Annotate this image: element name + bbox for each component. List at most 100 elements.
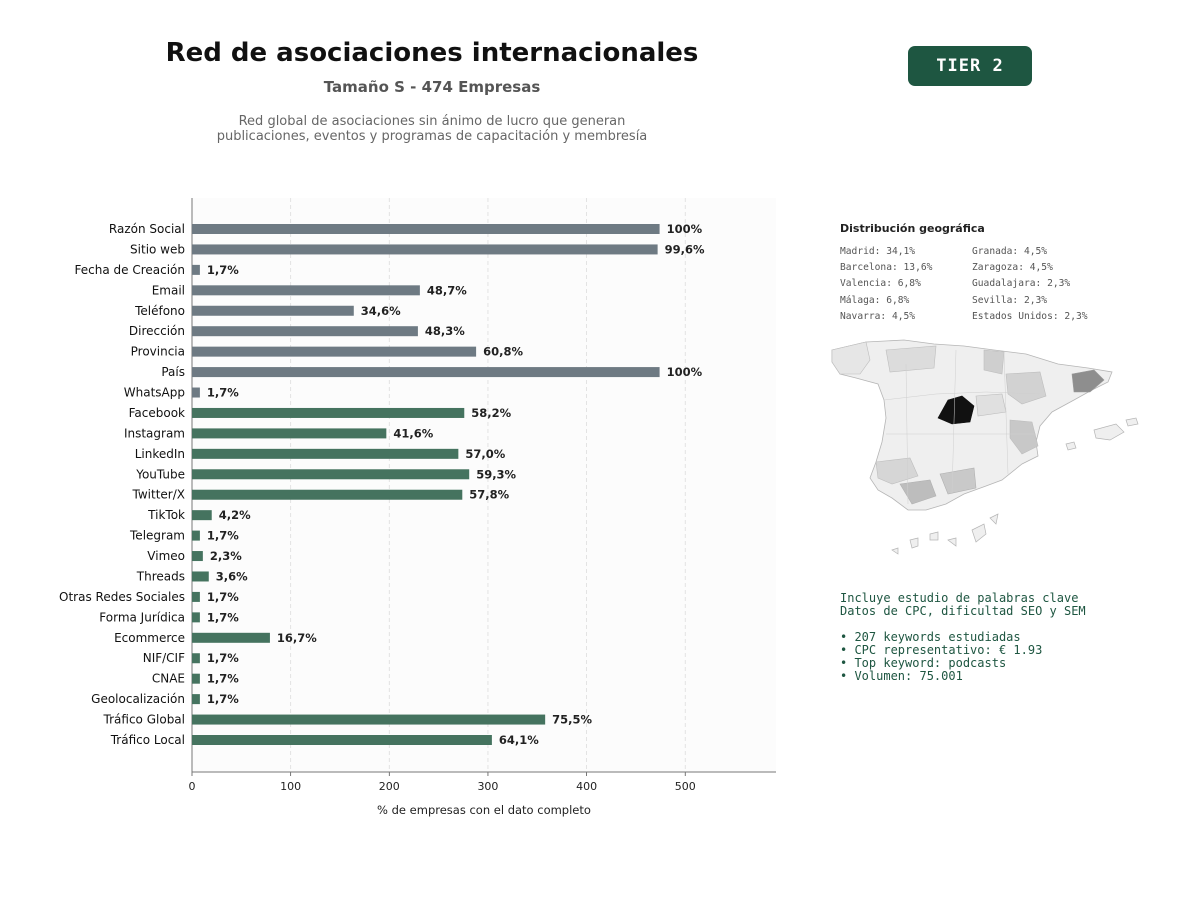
x-tick-label: 400 bbox=[576, 780, 597, 793]
geo-distribution-title: Distribución geográfica bbox=[840, 222, 985, 235]
page-title: Red de asociaciones internacionales bbox=[165, 38, 699, 68]
page-description: Red global de asociaciones sin ánimo de … bbox=[132, 114, 732, 144]
y-tick-label: WhatsApp bbox=[124, 386, 185, 400]
data-label: 60,8% bbox=[483, 345, 523, 359]
bar bbox=[192, 510, 212, 521]
map-region-guadalajara bbox=[975, 393, 1007, 417]
y-tick-label: Sitio web bbox=[130, 242, 185, 256]
geo-item: Estados Unidos: 2,3% bbox=[972, 310, 1088, 322]
description-line-2: publicaciones, eventos y programas de ca… bbox=[216, 129, 648, 144]
spain-map bbox=[831, 339, 1139, 555]
tier-badge: TIER 2 bbox=[908, 46, 1032, 86]
y-tick-label: Teléfono bbox=[134, 304, 185, 318]
bar bbox=[192, 367, 660, 378]
y-tick-label: NIF/CIF bbox=[143, 651, 185, 665]
data-label: 57,0% bbox=[465, 447, 505, 461]
y-tick-label: Tráfico Global bbox=[103, 713, 185, 727]
data-label: 100% bbox=[667, 365, 703, 379]
map-region-granada bbox=[939, 467, 977, 495]
data-label: 57,8% bbox=[469, 488, 509, 502]
bar bbox=[192, 632, 270, 643]
map-canary-islands bbox=[891, 513, 999, 555]
y-tick-label: Email bbox=[152, 283, 185, 297]
map-region-galicia bbox=[831, 341, 871, 375]
bar bbox=[192, 224, 660, 234]
y-tick-label: País bbox=[161, 365, 185, 379]
bar bbox=[192, 591, 200, 602]
bar bbox=[192, 407, 465, 418]
bar bbox=[192, 428, 387, 439]
geo-item: Guadalajara: 2,3% bbox=[972, 278, 1071, 290]
data-label: 1,7% bbox=[207, 651, 239, 665]
data-label: 75,5% bbox=[552, 713, 592, 727]
geo-item: Sevilla: 2,3% bbox=[972, 294, 1048, 306]
y-tick-label: Ecommerce bbox=[114, 631, 185, 645]
y-tick-label: Dirección bbox=[129, 324, 185, 338]
bar bbox=[192, 448, 459, 459]
y-tick-label: Otras Redes Sociales bbox=[59, 590, 185, 604]
data-label: 41,6% bbox=[393, 426, 433, 440]
y-tick-label: LinkedIn bbox=[135, 447, 185, 461]
bar bbox=[192, 305, 354, 316]
plot-area bbox=[192, 198, 776, 772]
bar bbox=[192, 244, 658, 255]
keywords-bullet: • CPC representativo: € 1.93 bbox=[840, 643, 1043, 657]
x-axis-label: % de empresas con el dato completo bbox=[377, 803, 591, 817]
y-tick-label: CNAE bbox=[152, 672, 185, 686]
data-label: 1,7% bbox=[207, 386, 239, 400]
bar bbox=[192, 735, 492, 745]
bar bbox=[192, 469, 470, 480]
data-label: 64,1% bbox=[499, 733, 539, 747]
x-tick-label: 100 bbox=[280, 780, 301, 793]
keywords-line-1: Incluye estudio de palabras clave bbox=[840, 591, 1079, 605]
bar bbox=[192, 673, 200, 684]
data-label: 58,2% bbox=[471, 406, 511, 420]
data-label: 48,3% bbox=[425, 324, 465, 338]
bar bbox=[192, 387, 200, 398]
data-label: 3,6% bbox=[216, 569, 248, 583]
keywords-bullet: • Volumen: 75.001 bbox=[840, 669, 963, 683]
bar bbox=[192, 653, 200, 664]
y-tick-label: Facebook bbox=[129, 406, 185, 420]
data-label: 48,7% bbox=[427, 283, 467, 297]
x-tick-label: 500 bbox=[675, 780, 696, 793]
geo-item: Madrid: 34,1% bbox=[840, 246, 916, 257]
y-tick-label: Fecha de Creación bbox=[75, 263, 185, 277]
y-tick-label: Geolocalización bbox=[91, 692, 185, 706]
map-region-zaragoza bbox=[1005, 371, 1047, 405]
bar bbox=[192, 489, 463, 500]
data-label: 1,7% bbox=[207, 692, 239, 706]
geo-item: Valencia: 6,8% bbox=[840, 278, 921, 290]
y-tick-label: Instagram bbox=[124, 426, 185, 440]
bar bbox=[192, 285, 420, 296]
data-label: 1,7% bbox=[207, 590, 239, 604]
geo-item: Barcelona: 13,6% bbox=[840, 262, 933, 274]
map-region-barcelona bbox=[1071, 369, 1105, 393]
geo-item: Navarra: 4,5% bbox=[840, 310, 916, 322]
bar bbox=[192, 326, 418, 337]
keywords-bullet: • 207 keywords estudiadas bbox=[840, 630, 1021, 644]
data-label: 1,7% bbox=[207, 529, 239, 543]
keywords-block: Incluye estudio de palabras clave Datos … bbox=[840, 592, 1140, 683]
map-balearic-islands bbox=[1065, 417, 1139, 451]
data-label: 1,7% bbox=[207, 610, 239, 624]
geo-item: Zaragoza: 4,5% bbox=[972, 262, 1053, 274]
map-region-madrid bbox=[937, 395, 975, 425]
x-tick-label: 0 bbox=[189, 780, 196, 793]
data-label: 100% bbox=[667, 222, 703, 236]
page-subtitle: Tamaño S - 474 Empresas bbox=[323, 78, 541, 96]
y-tick-label: Tráfico Local bbox=[110, 733, 185, 747]
data-label: 59,3% bbox=[476, 467, 516, 481]
bar bbox=[192, 346, 477, 357]
y-tick-label: Telegram bbox=[129, 529, 185, 543]
y-tick-label: Razón Social bbox=[109, 222, 185, 236]
y-tick-label: Threads bbox=[136, 569, 185, 583]
data-label: 2,3% bbox=[210, 549, 242, 563]
data-label: 1,7% bbox=[207, 263, 239, 277]
data-label: 1,7% bbox=[207, 672, 239, 686]
y-tick-label: TikTok bbox=[147, 508, 185, 522]
bar bbox=[192, 694, 200, 705]
bar bbox=[192, 714, 546, 725]
keywords-line-2: Datos de CPC, dificultad SEO y SEM bbox=[840, 604, 1086, 618]
map-region-north bbox=[885, 345, 937, 373]
